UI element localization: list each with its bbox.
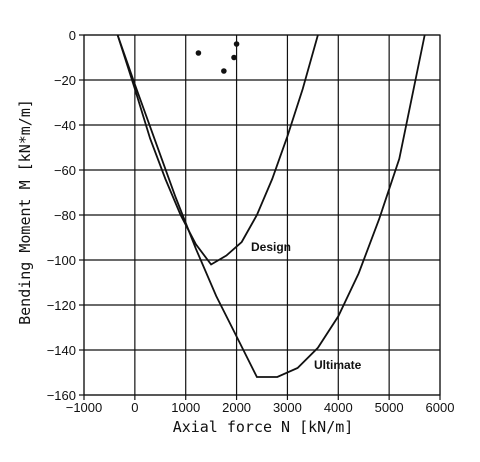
curve-ultimate <box>116 34 426 378</box>
y-tick-label: −80 <box>54 208 76 223</box>
x-tick-label: 1000 <box>171 400 200 415</box>
y-axis-title: Bending Moment M [kN*m/m] <box>16 99 34 325</box>
y-tick-label: −120 <box>47 298 76 313</box>
x-tick-label: 6000 <box>426 400 455 415</box>
measured-points <box>195 41 240 74</box>
y-tick-label: 0 <box>69 28 76 43</box>
data-point <box>195 50 202 56</box>
x-tick-label: −1000 <box>66 400 103 415</box>
series-label-ultimate: Ultimate <box>314 358 362 372</box>
y-tick-label: −40 <box>54 118 76 133</box>
y-tick-label: −160 <box>47 388 76 403</box>
grid <box>79 34 441 400</box>
x-axis-title: Axial force N [kN/m] <box>173 418 354 436</box>
x-tick-label: 2000 <box>222 400 251 415</box>
series-label-design: Design <box>251 240 291 254</box>
y-tick-label: −60 <box>54 163 76 178</box>
y-tick-label: −20 <box>54 73 76 88</box>
tick-labels: −1000 0 1000 2000 3000 4000 5000 6000 0 −20 −40 −60… <box>47 28 455 415</box>
data-point <box>221 68 227 74</box>
x-tick-label: 5000 <box>375 400 404 415</box>
curve-design <box>116 34 319 266</box>
data-point <box>231 54 237 61</box>
x-tick-label: 3000 <box>273 400 302 415</box>
x-tick-label: 0 <box>131 400 138 415</box>
y-tick-label: −140 <box>47 343 76 358</box>
curves <box>116 34 426 378</box>
y-tick-label: −100 <box>47 253 76 268</box>
x-tick-label: 4000 <box>324 400 353 415</box>
data-point <box>233 41 240 47</box>
